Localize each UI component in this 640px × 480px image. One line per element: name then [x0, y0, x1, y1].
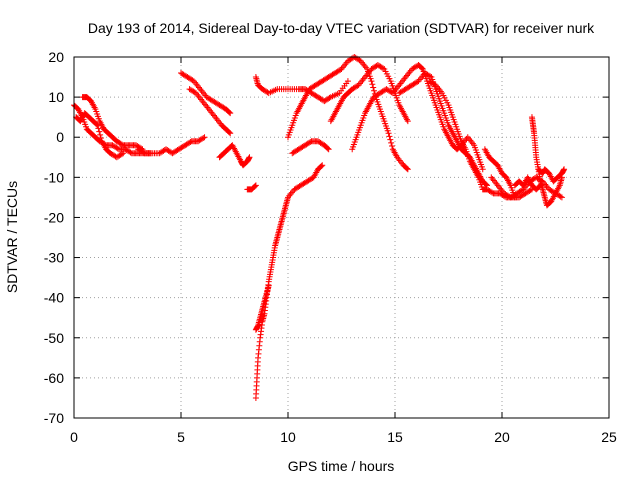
series-arc-t: [528, 114, 565, 209]
data-point: [385, 130, 392, 137]
data-point: [94, 122, 101, 129]
data-points: [71, 54, 568, 401]
axis-ticks: [73, 56, 610, 419]
series-arc-q: [426, 78, 535, 201]
data-point: [97, 135, 104, 142]
data-point: [324, 145, 331, 152]
series-arc-u: [535, 166, 568, 185]
series-arc-l: [285, 54, 411, 173]
data-point: [252, 182, 259, 189]
series-arc-g: [216, 142, 253, 169]
data-point: [227, 130, 234, 137]
y-tick-label: -50: [44, 330, 64, 346]
data-point: [246, 154, 253, 161]
series-arc-o: [349, 62, 486, 173]
series-arc-i: [252, 74, 351, 105]
series-arc-b: [79, 94, 146, 153]
data-point: [319, 162, 326, 169]
data-point: [404, 166, 411, 173]
data-point: [187, 139, 194, 146]
data-point: [140, 149, 147, 156]
data-point: [527, 187, 534, 194]
series-arc-d: [135, 134, 208, 157]
data-point: [93, 121, 100, 128]
data-point: [95, 125, 102, 132]
x-tick-label: 5: [177, 429, 185, 445]
data-point: [389, 143, 396, 150]
series-arc-h: [244, 182, 259, 193]
series-arc-v: [511, 174, 544, 193]
data-point: [557, 193, 564, 200]
data-point: [201, 134, 208, 141]
data-point: [307, 139, 314, 146]
y-tick-label: 10: [48, 89, 64, 105]
data-point: [344, 78, 351, 85]
y-tick-label: -40: [44, 290, 64, 306]
data-point: [127, 149, 134, 156]
x-tick-label: 20: [494, 429, 510, 445]
data-point: [120, 150, 127, 157]
plot-frame: [73, 56, 610, 419]
data-point: [418, 65, 425, 72]
y-tick-label: -70: [44, 410, 64, 426]
data-point: [118, 141, 125, 148]
y-tick-label: 0: [56, 129, 64, 145]
chart-title: Day 193 of 2014, Sidereal Day-to-day VTE…: [88, 20, 595, 36]
data-point: [561, 166, 568, 173]
data-point: [369, 81, 376, 88]
series-arc-k: [252, 282, 272, 333]
data-point: [114, 145, 121, 152]
y-tick-label: -30: [44, 250, 64, 266]
data-point: [387, 136, 394, 143]
data-point: [325, 146, 332, 153]
data-point: [537, 182, 544, 189]
data-point: [371, 87, 378, 94]
data-point: [388, 139, 395, 146]
x-tick-label: 0: [70, 429, 78, 445]
data-point: [96, 128, 103, 135]
data-point: [427, 73, 434, 80]
data-point: [227, 110, 234, 117]
data-point: [118, 151, 125, 158]
data-point: [200, 135, 207, 142]
data-point: [368, 78, 375, 85]
x-tick-label: 25: [601, 429, 617, 445]
data-point: [318, 163, 325, 170]
y-tick-label: 20: [48, 49, 64, 65]
data-point: [489, 189, 496, 196]
series-arc-e: [178, 70, 234, 117]
series-arc-j: [252, 162, 326, 401]
data-point: [536, 183, 543, 190]
data-point: [370, 84, 377, 91]
tick-labels: 0 5 10 15 20 25 20 10 0 -10 -20 -30 -40 -50 -60 -70: [44, 49, 617, 445]
y-axis-label: SDTVAR / TECUs: [4, 181, 20, 293]
data-point: [479, 166, 486, 173]
x-axis-label: GPS time / hours: [288, 458, 395, 474]
series-arc-r: [481, 146, 518, 201]
data-point: [403, 165, 410, 172]
data-point: [404, 118, 411, 125]
series-arc-f: [186, 86, 234, 137]
x-tick-label: 10: [280, 429, 296, 445]
data-point: [380, 65, 387, 72]
data-point: [558, 194, 565, 201]
series-arc-m: [289, 138, 332, 157]
series-arc-c: [73, 110, 127, 161]
data-point: [388, 89, 395, 96]
data-point: [265, 282, 272, 289]
gridlines: [74, 57, 609, 418]
y-tick-label: -20: [44, 209, 64, 225]
data-point: [226, 109, 233, 116]
data-point: [226, 129, 233, 136]
data-point: [252, 183, 259, 190]
data-point: [386, 133, 393, 140]
y-tick-label: -10: [44, 169, 64, 185]
y-tick-label: -60: [44, 370, 64, 386]
x-tick-label: 15: [387, 429, 403, 445]
data-point: [97, 131, 104, 138]
